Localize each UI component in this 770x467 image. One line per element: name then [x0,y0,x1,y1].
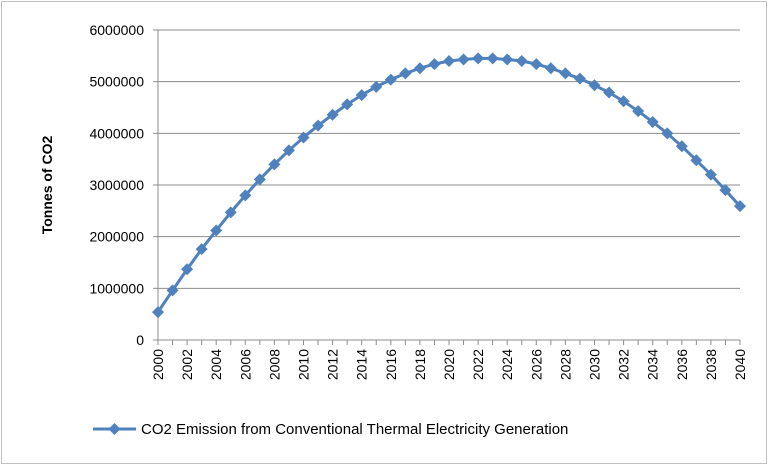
x-tick-label: 2020 [441,349,457,380]
data-point-marker [181,263,194,276]
data-point-marker [530,58,543,71]
data-point-marker [501,53,514,66]
x-tick-label: 2034 [645,349,661,380]
data-point-marker [297,131,310,144]
y-tick-label: 1000000 [89,280,144,296]
x-tick-label: 2026 [528,349,544,380]
series-group [152,52,746,319]
x-tick-label: 2032 [616,349,632,380]
data-point-marker [646,115,659,128]
x-tick-label: 2008 [266,349,282,380]
y-tick-label: 4000000 [89,125,144,141]
x-tick-label: 2036 [674,349,690,380]
data-point-marker [588,79,601,92]
legend: CO2 Emission from Conventional Thermal E… [93,421,568,438]
data-point-marker [341,98,354,111]
x-tick-label: 2000 [150,349,166,380]
legend-marker-swatch [108,423,121,435]
data-point-marker [457,53,470,66]
data-point-marker [603,86,616,99]
data-point-marker [472,52,485,65]
y-tick-label: 0 [136,332,144,348]
data-point-marker [734,200,746,213]
y-tick-label: 5000000 [89,74,144,90]
data-point-marker [719,184,732,197]
data-point-marker [166,284,179,297]
legend-label: CO2 Emission from Conventional Thermal E… [141,421,568,438]
x-tick-label: 2006 [237,349,253,380]
data-point-marker [326,108,339,121]
data-point-marker [282,144,295,157]
data-point-marker [355,89,368,102]
data-point-marker [428,58,441,71]
x-tick-label: 2024 [499,349,515,380]
x-tick-label: 2030 [587,349,603,380]
data-point-marker [486,52,499,65]
x-tick-label: 2016 [383,349,399,380]
data-point-marker [224,206,237,219]
data-point-marker [239,189,252,202]
x-tick-label: 2012 [325,349,341,380]
data-point-marker [515,55,528,67]
gridlines [158,29,740,289]
data-point-marker [195,243,208,256]
data-point-marker [268,158,281,171]
data-point-marker [632,105,645,118]
data-point-marker [704,168,717,181]
data-point-marker [384,73,397,86]
y-tick-label: 2000000 [89,229,144,245]
x-tick-label: 2014 [354,349,370,380]
data-point-marker [399,67,412,80]
x-tick-labels: 2000 2002 2004 2006 2008 2010 2012 2014 2016 2018… [150,349,748,380]
data-point-marker [573,72,586,85]
data-point-marker [617,95,630,108]
x-tick-label: 2010 [296,349,312,380]
data-point-marker [690,154,703,167]
y-tick-label: 3000000 [89,177,144,193]
x-tick-label: 2018 [412,349,428,380]
data-point-marker [370,80,383,93]
data-point-marker [413,62,426,75]
data-point-marker [253,173,266,186]
data-point-marker [544,62,557,75]
x-tick-label: 2022 [470,349,486,380]
data-point-marker [443,55,455,67]
x-tick-label: 2040 [732,349,748,380]
axes [153,29,741,345]
data-point-marker [675,140,688,153]
data-point-marker [661,127,674,140]
x-tick-label: 2028 [557,349,573,380]
data-point-marker [559,67,572,80]
data-point-marker [312,119,325,132]
data-point-marker [210,224,223,237]
x-tick-label: 2002 [179,349,195,380]
data-point-marker [152,306,164,319]
x-tick-label: 2038 [703,349,719,380]
y-tick-label: 6000000 [89,22,144,38]
y-tick-labels: 0 1000000 2000000 3000000 4000000 5000000 6000… [89,22,144,348]
y-axis-label: Tonnes of CO2 [39,136,55,235]
x-tick-label: 2004 [208,349,224,380]
